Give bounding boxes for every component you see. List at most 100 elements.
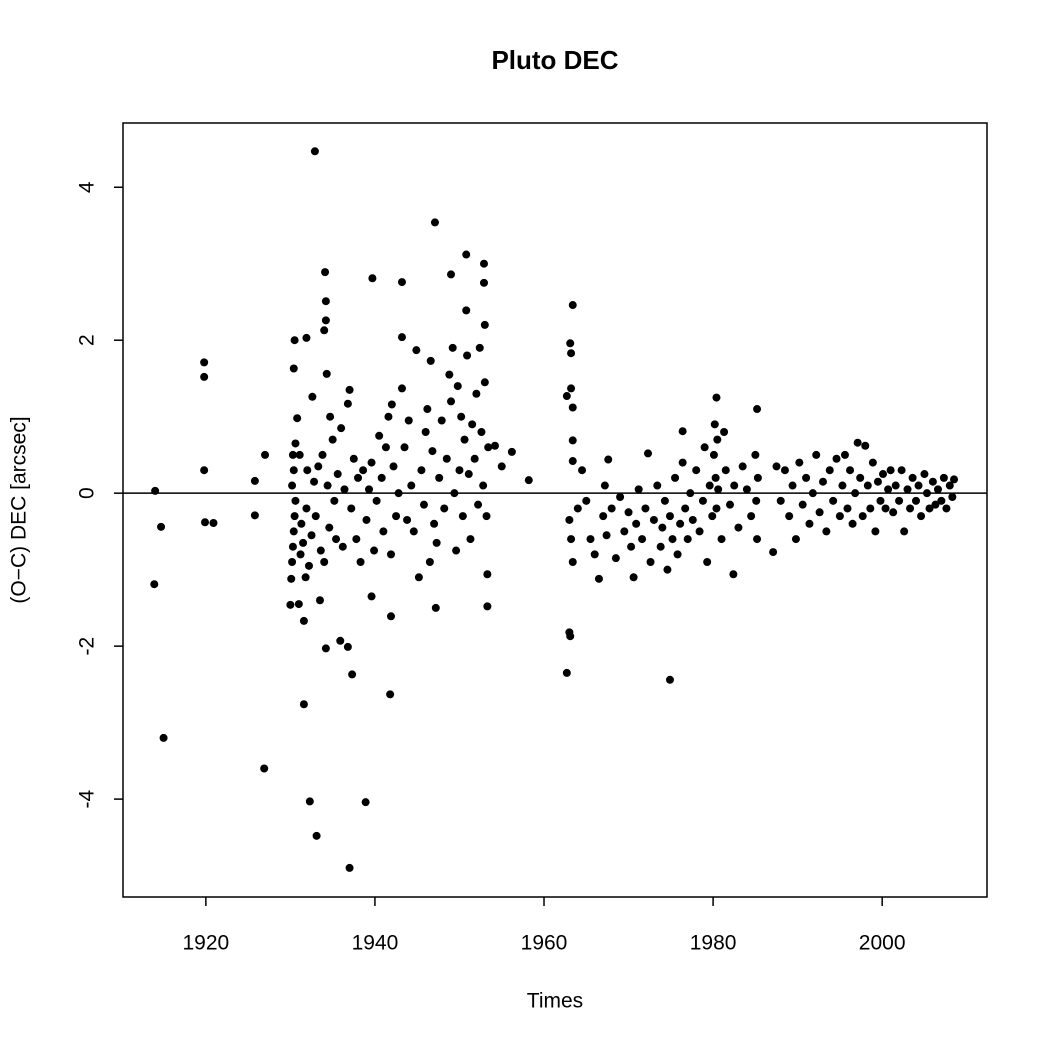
point xyxy=(843,504,852,513)
point xyxy=(417,466,426,475)
point xyxy=(627,542,636,551)
x-tick-label: 1920 xyxy=(182,932,229,955)
point xyxy=(423,405,432,414)
point xyxy=(846,466,855,475)
point xyxy=(851,489,860,498)
point xyxy=(348,670,357,679)
point xyxy=(922,489,931,498)
point xyxy=(365,485,374,494)
point xyxy=(742,485,751,494)
point xyxy=(200,372,209,381)
x-tick-label: 2000 xyxy=(859,932,906,955)
point xyxy=(250,511,259,520)
point xyxy=(939,473,948,482)
point xyxy=(352,535,361,544)
point xyxy=(314,462,323,471)
point xyxy=(599,512,608,521)
point xyxy=(863,481,872,490)
point xyxy=(307,531,316,540)
point xyxy=(321,644,330,653)
point xyxy=(712,504,721,513)
point xyxy=(287,574,296,583)
point xyxy=(315,596,324,605)
point xyxy=(260,764,269,773)
point xyxy=(861,441,870,450)
point xyxy=(568,558,577,567)
point xyxy=(829,496,838,505)
point xyxy=(562,392,571,401)
point xyxy=(337,424,346,433)
point xyxy=(656,542,665,551)
point xyxy=(507,447,516,456)
point xyxy=(289,466,298,475)
point xyxy=(812,450,821,459)
point xyxy=(568,301,577,310)
point xyxy=(908,473,917,482)
point xyxy=(400,443,409,452)
chart-title: Pluto DEC xyxy=(491,45,618,75)
point xyxy=(853,438,862,447)
point xyxy=(403,515,412,524)
point xyxy=(447,397,456,406)
point xyxy=(289,364,298,373)
point xyxy=(624,508,633,517)
point xyxy=(397,384,406,393)
point xyxy=(714,485,723,494)
point xyxy=(721,466,730,475)
point xyxy=(879,470,888,479)
point xyxy=(604,455,613,464)
point xyxy=(832,454,841,463)
point xyxy=(780,466,789,475)
point xyxy=(333,470,342,479)
point xyxy=(590,550,599,559)
point xyxy=(289,527,298,536)
point xyxy=(818,477,827,486)
point xyxy=(734,523,743,532)
point xyxy=(386,550,395,559)
point xyxy=(686,489,695,498)
point xyxy=(386,690,395,699)
point xyxy=(375,431,384,440)
point xyxy=(663,565,672,574)
point xyxy=(738,462,747,471)
point xyxy=(643,449,652,458)
point xyxy=(338,542,347,551)
point xyxy=(462,306,471,315)
point xyxy=(795,458,804,467)
point xyxy=(868,458,877,467)
point xyxy=(377,473,386,482)
point xyxy=(490,441,499,450)
point xyxy=(470,454,479,463)
point xyxy=(616,492,625,501)
point xyxy=(671,473,680,482)
point xyxy=(288,558,297,567)
point xyxy=(159,733,168,742)
point xyxy=(359,466,368,475)
point xyxy=(876,496,885,505)
point xyxy=(772,462,781,471)
point xyxy=(708,512,717,521)
point xyxy=(568,403,577,412)
point xyxy=(310,147,319,156)
point xyxy=(681,504,690,513)
point xyxy=(150,580,159,589)
point xyxy=(419,500,428,509)
point xyxy=(566,632,575,641)
point xyxy=(566,339,575,348)
point xyxy=(565,515,574,524)
point xyxy=(600,481,609,490)
plot-frame xyxy=(122,122,988,898)
point xyxy=(903,485,912,494)
point xyxy=(567,349,576,358)
point xyxy=(808,489,817,498)
point xyxy=(261,450,270,459)
point xyxy=(407,481,416,490)
point xyxy=(848,519,857,528)
point xyxy=(458,512,467,521)
point xyxy=(950,475,959,484)
point xyxy=(310,477,319,486)
point xyxy=(900,527,909,536)
point xyxy=(462,250,471,259)
point xyxy=(312,831,321,840)
point xyxy=(641,504,650,513)
